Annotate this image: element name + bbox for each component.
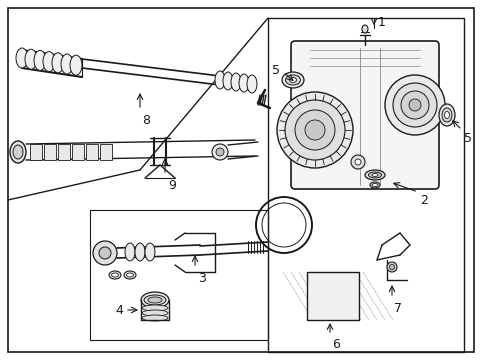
Ellipse shape bbox=[112, 273, 119, 277]
Text: 5: 5 bbox=[272, 63, 280, 77]
Text: 1: 1 bbox=[378, 16, 386, 29]
Ellipse shape bbox=[135, 243, 145, 261]
Ellipse shape bbox=[126, 273, 133, 277]
Circle shape bbox=[387, 262, 397, 272]
Circle shape bbox=[351, 155, 365, 169]
Ellipse shape bbox=[231, 73, 241, 91]
Text: 5: 5 bbox=[464, 132, 472, 145]
Ellipse shape bbox=[25, 49, 37, 69]
Ellipse shape bbox=[439, 104, 455, 126]
Circle shape bbox=[212, 144, 228, 160]
Circle shape bbox=[390, 265, 394, 270]
Text: 2: 2 bbox=[420, 194, 428, 207]
Ellipse shape bbox=[141, 292, 169, 308]
Ellipse shape bbox=[362, 25, 368, 33]
Circle shape bbox=[295, 110, 335, 150]
Ellipse shape bbox=[145, 243, 155, 261]
Ellipse shape bbox=[144, 295, 166, 305]
Ellipse shape bbox=[290, 77, 296, 82]
Ellipse shape bbox=[61, 54, 73, 74]
Ellipse shape bbox=[43, 51, 55, 72]
Ellipse shape bbox=[70, 55, 82, 75]
Ellipse shape bbox=[16, 48, 28, 68]
Bar bbox=[100, 144, 112, 160]
Bar bbox=[268, 18, 464, 352]
Ellipse shape bbox=[365, 170, 385, 180]
Ellipse shape bbox=[125, 243, 135, 261]
Circle shape bbox=[99, 247, 111, 259]
Ellipse shape bbox=[148, 297, 162, 303]
Ellipse shape bbox=[442, 108, 452, 122]
Ellipse shape bbox=[13, 145, 23, 159]
Circle shape bbox=[277, 92, 353, 168]
Ellipse shape bbox=[286, 75, 300, 85]
Circle shape bbox=[305, 120, 325, 140]
Text: 4: 4 bbox=[115, 303, 123, 316]
Bar bbox=[86, 144, 98, 160]
Circle shape bbox=[216, 148, 224, 156]
Ellipse shape bbox=[34, 50, 46, 71]
Text: 8: 8 bbox=[142, 114, 150, 127]
Bar bbox=[30, 144, 42, 160]
Circle shape bbox=[93, 241, 117, 265]
Ellipse shape bbox=[10, 141, 26, 163]
Text: 6: 6 bbox=[332, 338, 340, 351]
Ellipse shape bbox=[142, 315, 168, 321]
Circle shape bbox=[355, 159, 361, 165]
Circle shape bbox=[285, 100, 345, 160]
Text: 7: 7 bbox=[394, 302, 402, 315]
Ellipse shape bbox=[215, 71, 225, 89]
Ellipse shape bbox=[239, 74, 249, 92]
Bar bbox=[90, 210, 268, 340]
Ellipse shape bbox=[370, 182, 380, 188]
Ellipse shape bbox=[52, 53, 64, 73]
Ellipse shape bbox=[247, 75, 257, 93]
Circle shape bbox=[385, 75, 445, 135]
Ellipse shape bbox=[109, 271, 121, 279]
Ellipse shape bbox=[223, 72, 233, 90]
Ellipse shape bbox=[142, 305, 168, 311]
Bar bbox=[58, 144, 70, 160]
Ellipse shape bbox=[444, 112, 449, 118]
Ellipse shape bbox=[282, 72, 304, 88]
Circle shape bbox=[401, 91, 429, 119]
Text: 9: 9 bbox=[168, 179, 176, 192]
Bar bbox=[307, 272, 359, 320]
Ellipse shape bbox=[372, 184, 378, 186]
Ellipse shape bbox=[124, 271, 136, 279]
Bar bbox=[44, 144, 56, 160]
Text: 3: 3 bbox=[198, 272, 206, 285]
Ellipse shape bbox=[372, 174, 378, 176]
Circle shape bbox=[409, 99, 421, 111]
Ellipse shape bbox=[368, 172, 382, 178]
Bar bbox=[72, 144, 84, 160]
Circle shape bbox=[393, 83, 437, 127]
Ellipse shape bbox=[142, 310, 168, 316]
FancyBboxPatch shape bbox=[291, 41, 439, 189]
